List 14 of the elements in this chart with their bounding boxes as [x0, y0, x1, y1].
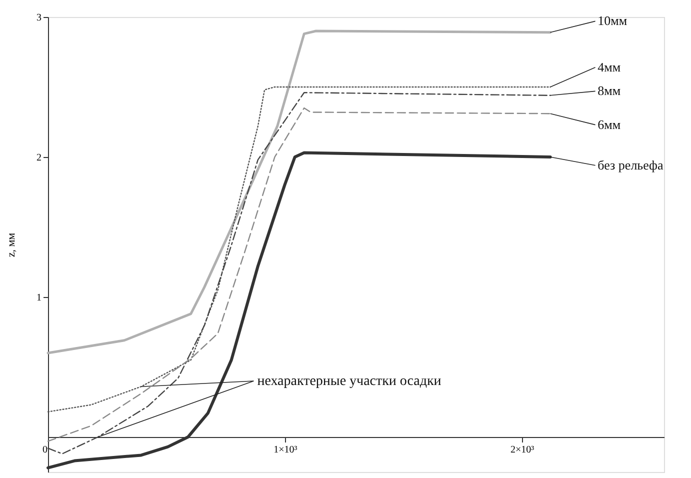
text: 10мм: [598, 13, 628, 28]
x-tick-label: 2×10³: [510, 444, 534, 456]
text: 4мм: [598, 59, 621, 74]
text: 8мм: [598, 83, 621, 98]
x-tick-label: 1×10³: [274, 444, 298, 456]
y-axis-title: z, мм: [6, 232, 18, 258]
y-tick-label: 2: [36, 152, 42, 164]
line-series: [46, 30, 552, 354]
annotation: нехарактерные участки осадки: [257, 374, 442, 389]
x-tick-label: 0: [42, 444, 48, 456]
y-tick-label: 1: [36, 292, 42, 304]
text: без рельефа: [598, 157, 664, 172]
y-tick-label: 3: [36, 12, 42, 24]
text: 6мм: [598, 116, 621, 132]
